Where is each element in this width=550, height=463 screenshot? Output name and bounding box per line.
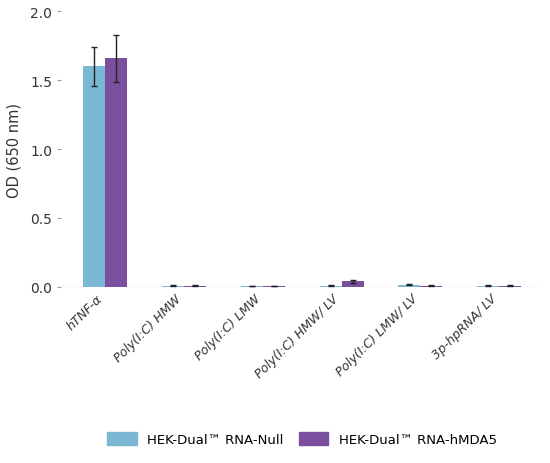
Bar bbox=[105, 59, 127, 287]
Bar bbox=[342, 282, 364, 287]
Bar bbox=[420, 286, 442, 287]
Bar bbox=[499, 286, 521, 287]
Bar bbox=[398, 285, 420, 287]
Bar bbox=[477, 286, 499, 287]
Y-axis label: OD (650 nm): OD (650 nm) bbox=[7, 102, 22, 197]
Legend: HEK-Dual™ RNA-Null, HEK-Dual™ RNA-hMDA5: HEK-Dual™ RNA-Null, HEK-Dual™ RNA-hMDA5 bbox=[101, 425, 503, 452]
Bar bbox=[320, 286, 342, 287]
Bar bbox=[83, 67, 105, 287]
Bar bbox=[184, 286, 206, 287]
Bar bbox=[162, 286, 184, 287]
